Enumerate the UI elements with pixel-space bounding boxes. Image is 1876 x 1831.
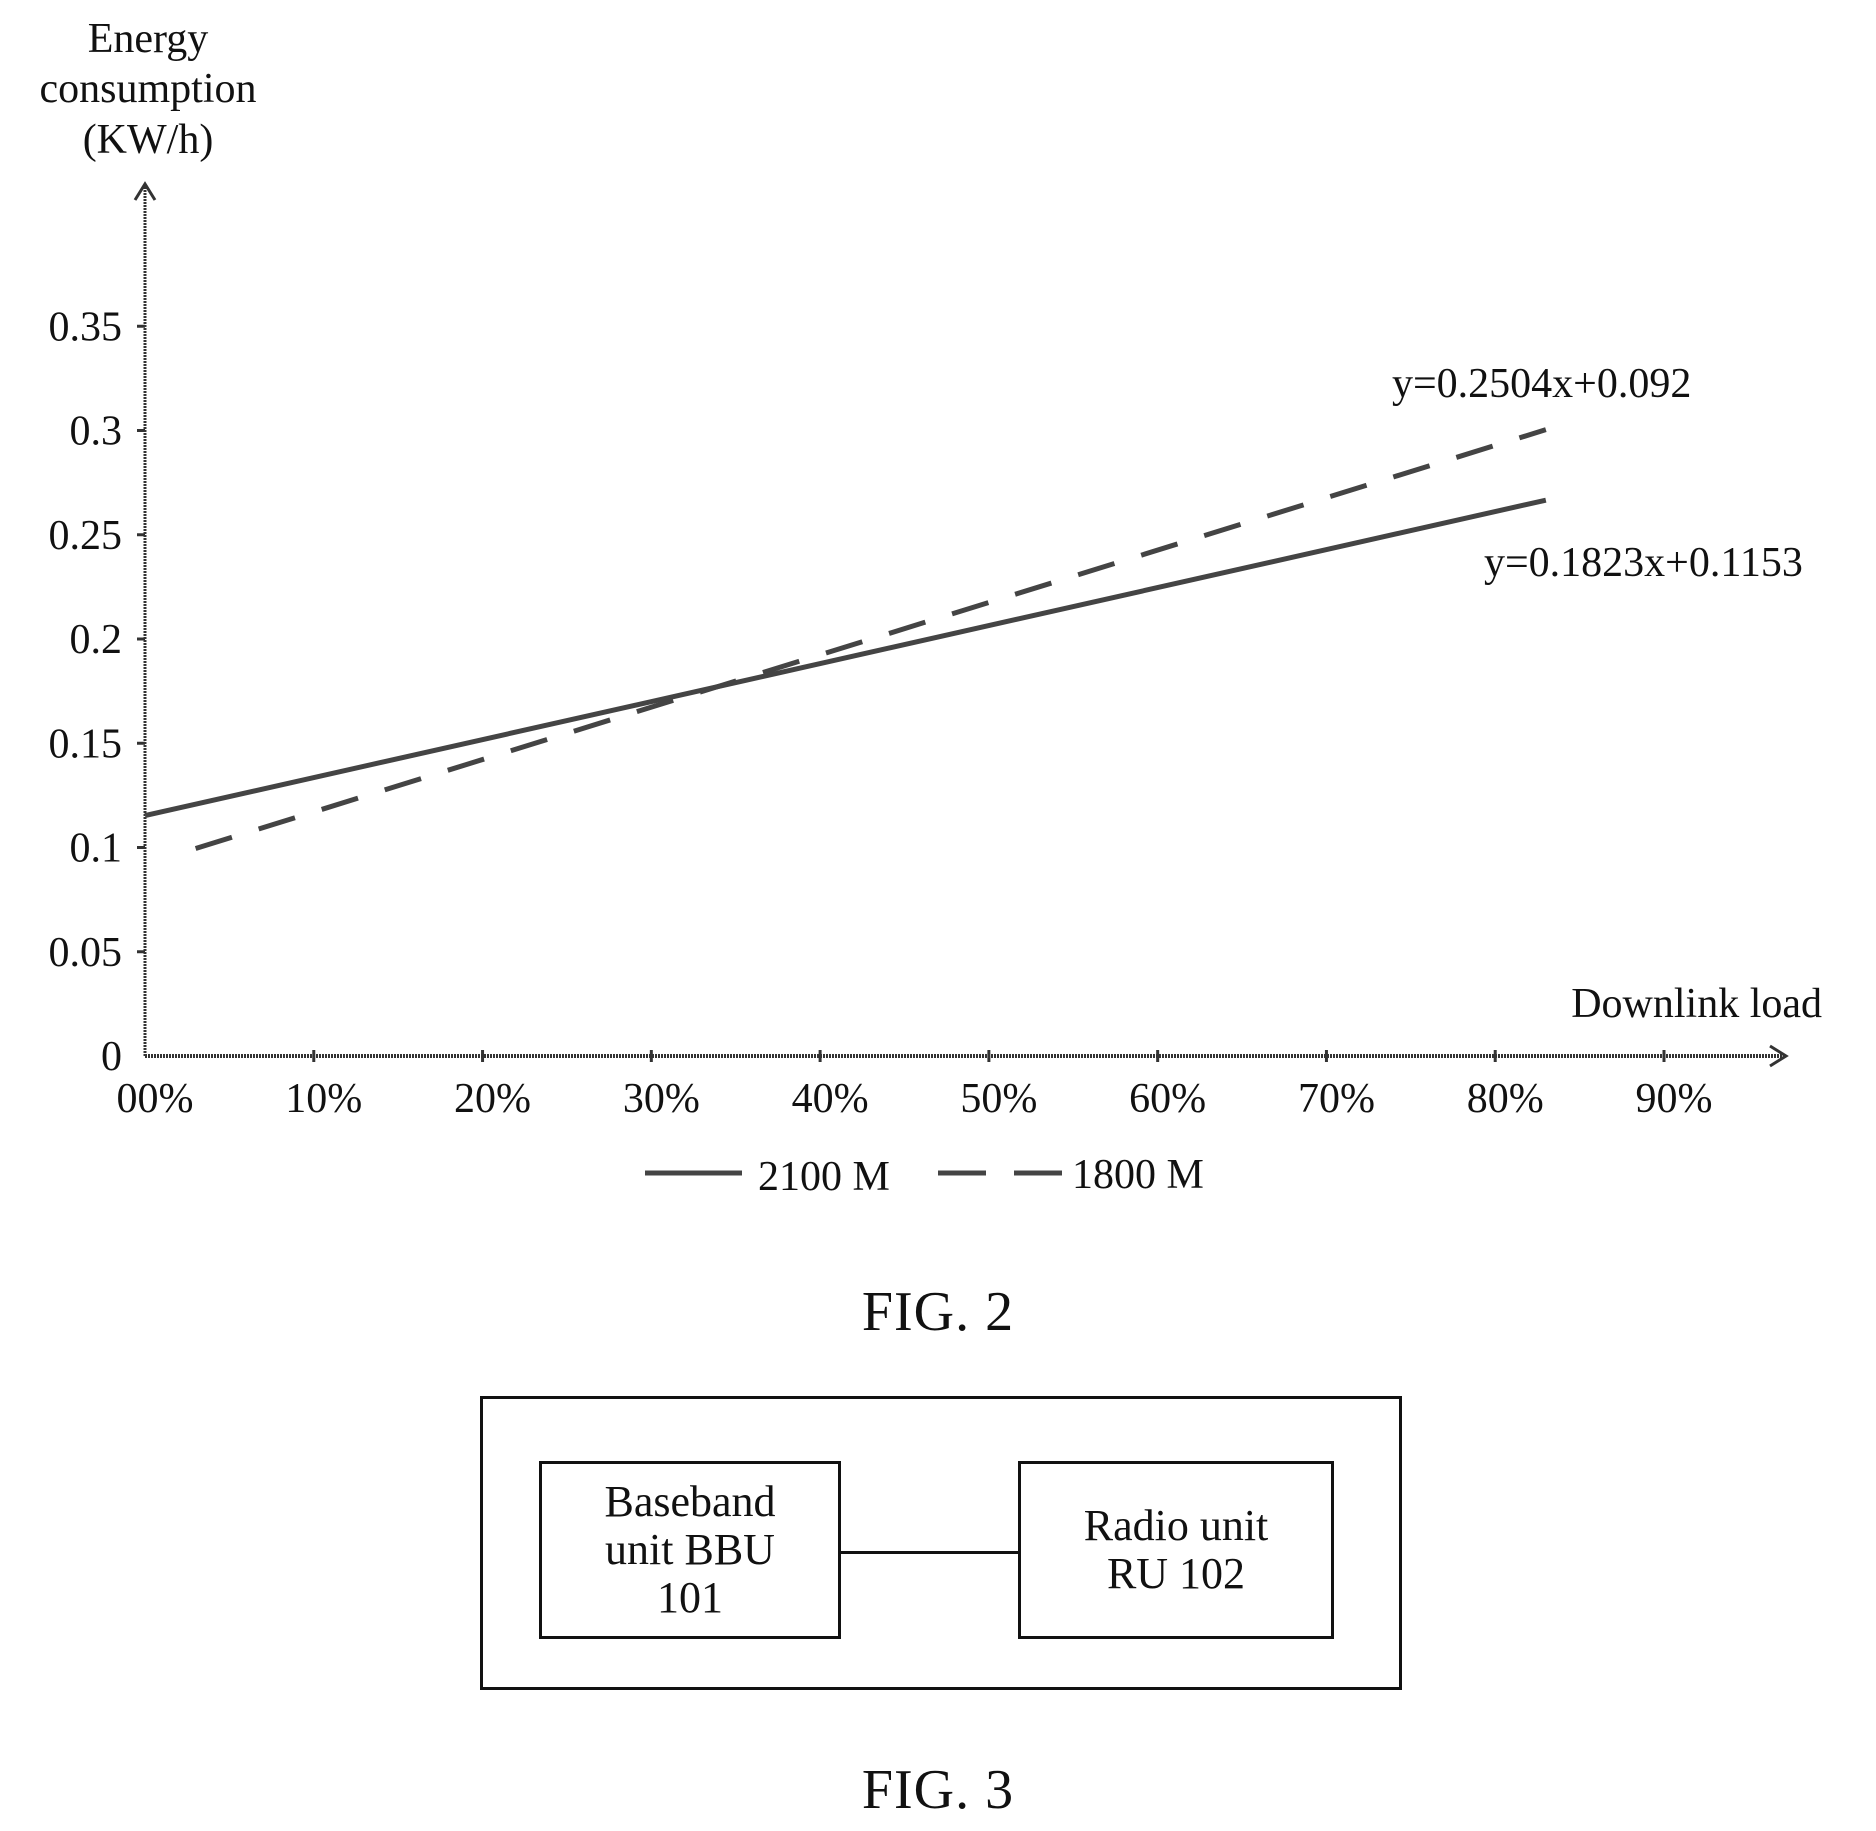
x-tick-label: 40% [792,1076,869,1122]
fig2-caption: FIG. 2 [861,1281,1015,1343]
x-tick-label: 80% [1467,1076,1544,1122]
bbu-ru-connection-line [841,1551,1018,1554]
x-axis-label: Downlink load [1571,981,1822,1027]
y-tick-label: 0.1 [70,826,123,872]
bbu-label-line-1: Baseband [604,1477,776,1526]
bbu-label-line-2: unit BBU [605,1525,775,1574]
legend-label-2100m: 2100 M [758,1154,890,1200]
y-tick-label: 0.15 [49,721,123,767]
base-station-outer-box [480,1396,1402,1690]
ru-label-line-2: RU 102 [1106,1549,1246,1598]
x-tick-label: 20% [454,1076,531,1122]
y-ticks: 0 0.05 0.1 0.15 0.2 0.25 0.3 0.35 [49,304,145,1080]
fig3-caption: FIG. 3 [861,1759,1015,1821]
bbu-label-line-3: 101 [657,1573,723,1622]
x-axis-arrowhead [1769,1044,1789,1068]
x-tick-label: 60% [1129,1076,1206,1122]
y-axis-label-line-3: (KW/h) [83,117,214,163]
series-line-2100m [144,497,1547,819]
x-ticks: 00% 10% 20% 30% 40% 50% 60% 70% 80% 90% [117,1050,1713,1122]
y-axis-label-line-2: consumption [40,66,257,112]
x-tick-label: 30% [623,1076,700,1122]
y-tick-label: 0.35 [49,304,123,350]
fig2-chart: Energy consumption (KW/h) Downlink load … [40,16,1823,1200]
legend-label-1800m: 1800 M [1072,1152,1204,1198]
baseband-unit-box: Baseband unit BBU 101 [539,1461,841,1639]
x-tick-label: 10% [285,1076,362,1122]
y-axis-label-line-1: Energy [88,16,209,62]
y-tick-label: 0.3 [70,409,123,455]
x-tick-label: 70% [1298,1076,1375,1122]
y-axis-arrowhead [133,181,157,201]
y-tick-label: 0.25 [49,513,123,559]
series-line-1800m [194,427,1547,851]
equation-label-2100m: y=0.1823x+0.1153 [1484,540,1803,586]
y-tick-label: 0.2 [70,617,123,663]
y-tick-label: 0 [101,1034,122,1080]
legend: 2100 M 1800 M [645,1152,1204,1200]
y-tick-label: 0.05 [49,930,123,976]
x-tick-label: 90% [1636,1076,1713,1122]
equation-label-1800m: y=0.2504x+0.092 [1392,361,1691,407]
ru-label-line-1: Radio unit [1083,1501,1269,1550]
x-tick-label: 00% [117,1076,194,1122]
radio-unit-box: Radio unit RU 102 [1018,1461,1334,1639]
x-tick-label: 50% [960,1076,1037,1122]
series-lines [144,427,1547,851]
